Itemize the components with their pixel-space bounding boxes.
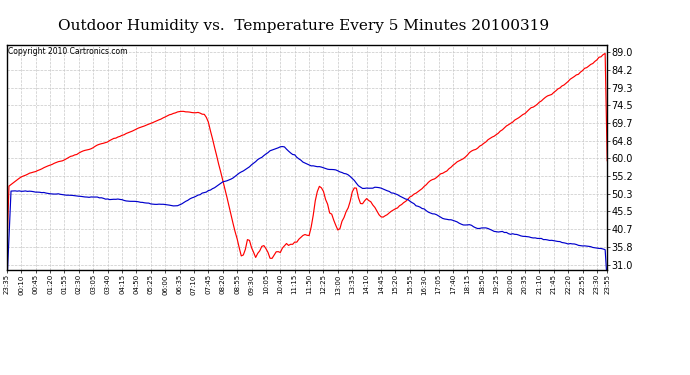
Text: Outdoor Humidity vs.  Temperature Every 5 Minutes 20100319: Outdoor Humidity vs. Temperature Every 5… (58, 19, 549, 33)
Text: Copyright 2010 Cartronics.com: Copyright 2010 Cartronics.com (8, 47, 128, 56)
